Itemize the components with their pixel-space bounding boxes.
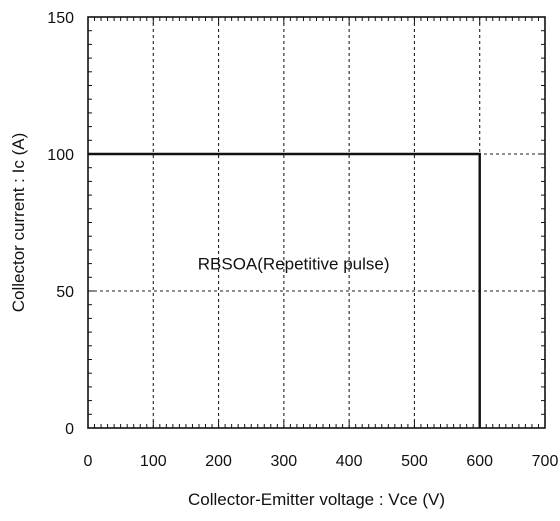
- x-tick-label-1: 100: [140, 453, 167, 470]
- y-tick-label-3: 150: [47, 10, 74, 27]
- grid-lines: [88, 17, 545, 428]
- x-tick-label-0: 0: [84, 453, 93, 470]
- y-tick-label-0: 0: [65, 421, 74, 438]
- chart-annotation: RBSOA(Repetitive pulse): [198, 255, 390, 274]
- x-tick-labels: 0 100 200 300 400 500 600 700: [84, 453, 559, 470]
- x-tick-label-7: 700: [532, 453, 559, 470]
- x-tick-label-6: 600: [466, 453, 493, 470]
- x-tick-label-2: 200: [205, 453, 232, 470]
- x-tick-label-3: 300: [271, 453, 298, 470]
- x-axis-title: Collector-Emitter voltage : Vce (V): [188, 490, 445, 509]
- rbsoa-boundary-line-0: [88, 152, 481, 428]
- series-layer: [88, 152, 481, 428]
- x-tick-label-4: 400: [336, 453, 363, 470]
- minor-ticks: [87, 16, 546, 429]
- y-tick-label-1: 50: [56, 284, 74, 301]
- y-tick-labels: 0 50 100 150: [47, 10, 74, 438]
- x-tick-label-5: 500: [401, 453, 428, 470]
- y-tick-label-2: 100: [47, 147, 74, 164]
- plot-frame: [87, 16, 546, 429]
- y-axis-title: Collector current : Ic (A): [9, 133, 28, 313]
